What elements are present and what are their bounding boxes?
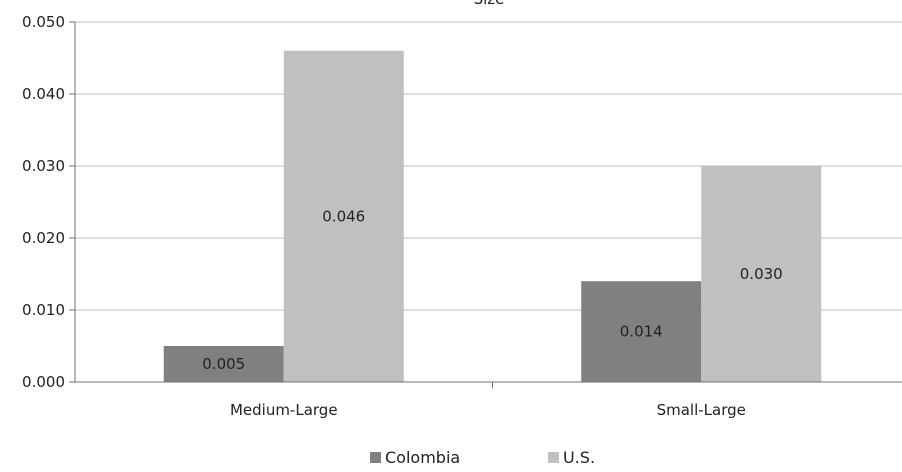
y-tick-label: 0.030 [22,157,65,175]
bar-u-s--medium-large [283,50,404,383]
legend-swatch [548,452,559,463]
data-label: 0.005 [202,355,245,373]
y-tick-label: 0.040 [22,85,65,103]
y-axis: 0.000 0.010 0.020 0.030 0.040 0.050 [22,13,76,391]
y-tick-label: 0.010 [22,301,65,319]
y-tick-label: 0.000 [22,373,65,391]
bars: 0.005 0.046 0.014 0.030 [163,50,822,383]
bar-u-s--small-large [701,166,822,382]
data-label: 0.030 [740,265,783,283]
bar-colombia-small-large [581,281,702,382]
chart-title: Size [474,0,505,8]
legend-label: U.S. [563,448,595,467]
legend: Colombia U.S. [370,448,595,467]
x-category-label: Small-Large [657,401,746,419]
data-label: 0.046 [322,207,365,225]
x-axis: Medium-Large Small-Large [75,381,902,419]
legend-label: Colombia [385,448,460,467]
data-label: 0.014 [620,323,663,341]
y-tick-label: 0.020 [22,229,65,247]
x-category-label: Medium-Large [230,401,338,419]
legend-swatch [370,452,381,463]
bar-colombia-medium-large [163,346,284,382]
y-tick-label: 0.050 [22,13,65,31]
